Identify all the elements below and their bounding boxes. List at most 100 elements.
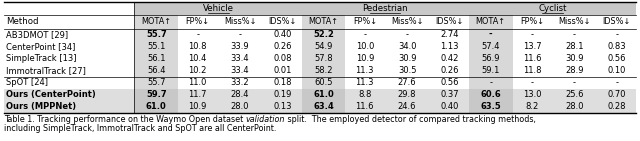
Text: 0.10: 0.10 [607,66,626,75]
Bar [134,89,178,101]
Text: 56.1: 56.1 [147,54,166,63]
Text: MOTA↑: MOTA↑ [141,17,172,26]
Text: 28.4: 28.4 [230,90,249,99]
Text: 11.8: 11.8 [523,66,541,75]
Text: SpOT [24]: SpOT [24] [6,78,48,87]
Text: FP%↓: FP%↓ [520,17,544,26]
Bar [301,89,346,101]
Text: 0.40: 0.40 [273,30,291,39]
Text: -: - [489,78,492,87]
Text: validation: validation [246,115,285,124]
Text: 0.37: 0.37 [440,90,459,99]
Text: 0.40: 0.40 [440,103,459,112]
Text: 0.26: 0.26 [440,66,459,75]
Text: 10.8: 10.8 [188,42,207,51]
Text: -: - [406,30,408,39]
Text: FP%↓: FP%↓ [186,17,210,26]
Text: -: - [531,30,534,39]
Text: 57.4: 57.4 [481,42,500,51]
Text: 0.18: 0.18 [273,78,291,87]
Text: 28.0: 28.0 [565,103,584,112]
Text: 0.70: 0.70 [607,90,626,99]
Text: 55.7: 55.7 [147,78,166,87]
Text: split.  The employed detector of compared tracking methods,: split. The employed detector of compared… [285,115,536,124]
Text: 28.9: 28.9 [565,66,584,75]
Text: 0.56: 0.56 [607,54,626,63]
Text: Pedestrian: Pedestrian [362,4,408,13]
Text: 11.0: 11.0 [188,78,207,87]
Text: Ours (CenterPoint): Ours (CenterPoint) [6,90,96,99]
Text: 10.9: 10.9 [356,54,374,63]
Text: 11.6: 11.6 [523,54,541,63]
Text: 0.56: 0.56 [440,78,459,87]
Text: -: - [531,78,534,87]
Text: -: - [615,78,618,87]
Text: Vehicle: Vehicle [203,4,234,13]
Text: -: - [196,30,199,39]
Bar [4,101,636,113]
Bar [469,2,636,15]
Text: 0.13: 0.13 [273,103,291,112]
Text: 10.4: 10.4 [188,54,207,63]
Text: 0.19: 0.19 [273,90,291,99]
Text: 8.2: 8.2 [525,103,539,112]
Text: 10.9: 10.9 [188,103,207,112]
Text: 0.42: 0.42 [440,54,459,63]
Text: IDS%↓: IDS%↓ [435,17,463,26]
Text: Miss%↓: Miss%↓ [391,17,423,26]
Text: 55.1: 55.1 [147,42,166,51]
Text: 60.5: 60.5 [314,78,333,87]
Text: 60.6: 60.6 [481,90,501,99]
Bar [301,101,346,113]
Text: Miss%↓: Miss%↓ [558,17,591,26]
Bar [134,101,178,113]
Text: 56.9: 56.9 [481,54,500,63]
Text: 30.5: 30.5 [398,66,417,75]
Text: including SimpleTrack, ImmotralTrack and SpOT are all CenterPoint.: including SimpleTrack, ImmotralTrack and… [4,124,276,133]
Text: -: - [615,30,618,39]
Text: 11.6: 11.6 [356,103,374,112]
Bar [134,2,178,113]
Text: 33.4: 33.4 [230,66,249,75]
Text: 10.0: 10.0 [356,42,374,51]
Text: 28.1: 28.1 [565,42,584,51]
Text: 0.83: 0.83 [607,42,626,51]
Text: 54.9: 54.9 [314,42,333,51]
Text: 30.9: 30.9 [565,54,584,63]
Bar [301,2,346,113]
Text: 11.3: 11.3 [356,66,374,75]
Text: CenterPoint [34]: CenterPoint [34] [6,42,76,51]
Text: 63.4: 63.4 [313,103,334,112]
Bar [469,89,513,101]
Text: -: - [573,30,576,39]
Text: 33.2: 33.2 [230,78,249,87]
Text: Ours (MPPNet): Ours (MPPNet) [6,103,76,112]
Text: MOTA↑: MOTA↑ [308,17,339,26]
Text: 61.0: 61.0 [313,90,334,99]
Text: 11.3: 11.3 [356,78,374,87]
Text: 25.6: 25.6 [565,90,584,99]
Text: 11.7: 11.7 [188,90,207,99]
Bar [301,2,469,15]
Text: -: - [489,30,493,39]
Text: 0.01: 0.01 [273,66,291,75]
Text: 56.4: 56.4 [147,66,166,75]
Bar [4,89,636,101]
Text: 0.28: 0.28 [607,103,626,112]
Text: 55.7: 55.7 [146,30,167,39]
Text: Table 1. Tracking performance on the Waymo Open dataset: Table 1. Tracking performance on the Way… [4,115,246,124]
Text: -: - [364,30,366,39]
Text: IDS%↓: IDS%↓ [268,17,296,26]
Bar [134,2,301,15]
Text: Cyclist: Cyclist [538,4,566,13]
Text: -: - [239,30,241,39]
Text: 58.2: 58.2 [314,66,333,75]
Text: 28.0: 28.0 [230,103,249,112]
Text: 61.0: 61.0 [146,103,167,112]
Text: 24.6: 24.6 [398,103,417,112]
Text: Method: Method [6,17,38,26]
Text: 13.0: 13.0 [523,90,541,99]
Text: 0.08: 0.08 [273,54,291,63]
Text: MOTA↑: MOTA↑ [476,17,506,26]
Text: 33.9: 33.9 [230,42,249,51]
